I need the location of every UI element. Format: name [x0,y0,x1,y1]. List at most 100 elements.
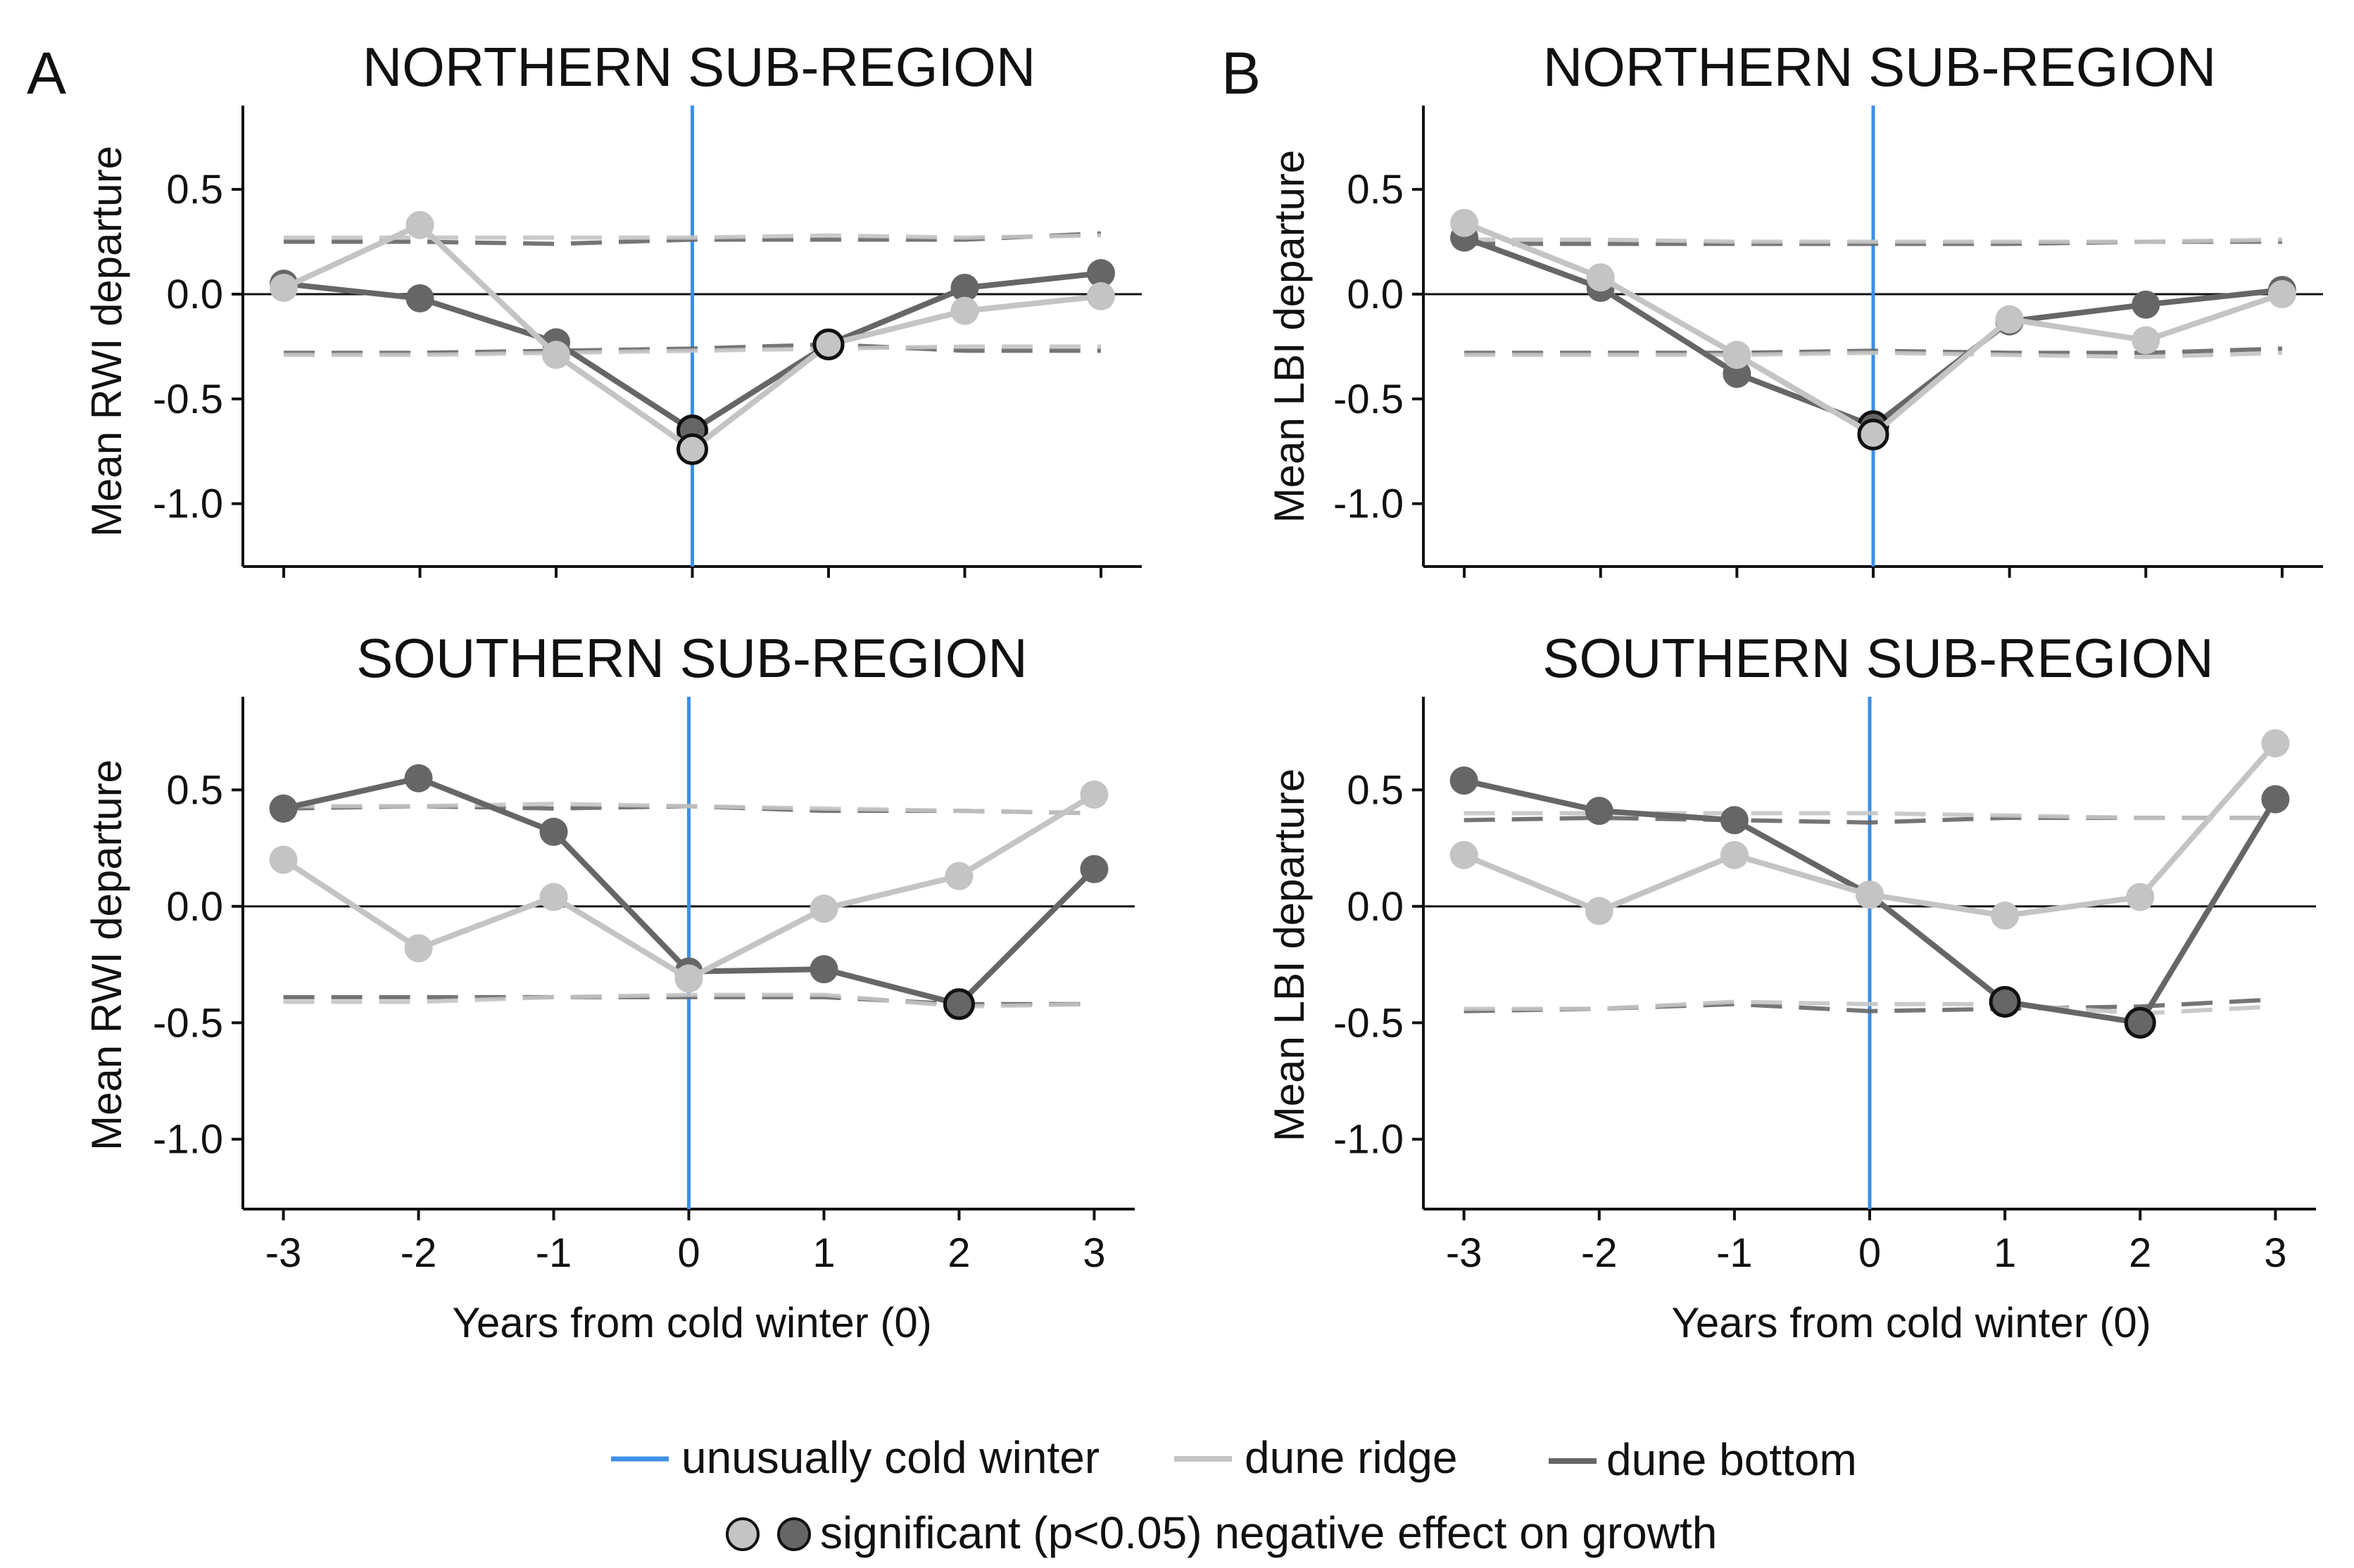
x-tick-label: 3 [2264,1230,2286,1276]
x-tick-label: -3 [265,1230,302,1276]
y-tick-label: 0.5 [166,167,223,213]
dune-ridge-point [1991,902,2020,930]
dune-bottom-point [1585,797,1613,826]
x-tick-label: 1 [812,1230,835,1276]
ridge-threshold-line [284,233,1102,240]
y-tick-label: -1.0 [1333,1117,1404,1163]
panel-title-b-southern: SOUTHERN SUB-REGION [1542,627,2213,689]
ridge-threshold-line [283,802,1095,816]
x-tick-label: 0 [1858,1230,1881,1276]
ridge-threshold-line [1464,237,2282,244]
dune-ridge-point [1449,841,1478,870]
legend-dune-ridge-label: dune ridge [1245,1432,1457,1483]
panel-letter-a: A [27,40,66,106]
x-axis-label-a: Years from cold winter (0) [452,1299,931,1346]
dune-ridge-point [2132,326,2160,355]
dune-ridge-point [269,845,298,874]
dune-bottom-point [405,284,434,312]
dune-ridge-point [539,883,568,911]
x-axis-label-b: Years from cold winter (0) [1671,1299,2151,1346]
y-tick-label: -0.5 [1333,1000,1404,1046]
dune-ridge-point [950,296,979,325]
dune-ridge-point [270,274,298,303]
x-tick-label: 2 [2129,1230,2151,1276]
dune-ridge-point-significant [1857,418,1889,450]
bottom-threshold-line [1464,997,2276,1013]
ridge-threshold-line [1464,811,2276,821]
dune-bottom-point [404,764,433,792]
x-tick-label: -3 [1446,1230,1483,1276]
dune-ridge-point-significant [676,433,708,465]
y-tick-label: -1.0 [153,481,223,527]
x-tick-label: -1 [1716,1230,1753,1276]
y-tick-label: -1.0 [1333,481,1404,527]
x-tick-label: 2 [948,1230,970,1276]
dune-ridge-point [1080,780,1109,809]
x-tick-label: 3 [1083,1230,1105,1276]
y-tick-label: 0.5 [166,767,223,813]
dune-ridge-point [1723,341,1751,369]
dune-bottom-point [269,794,298,823]
x-tick-label: -2 [1581,1230,1618,1276]
dune-bottom-point [1720,806,1749,835]
dune-bottom-point-significant [2124,1006,2156,1039]
y-axis-label-b-northern: Mean LBI departure [1266,150,1313,523]
plot-panel-b-southern: -1.0 -0.5 0.0 0.5 -3 -2 -1 0 1 2 3 [1333,697,2316,1276]
dune-bottom-point [1449,766,1478,795]
dune-bottom-point-significant [943,988,975,1020]
dune-ridge-point [1086,282,1115,310]
dune-bottom-point [2132,290,2160,319]
dune-bottom-point [950,274,979,303]
dune-ridge-point [945,861,974,890]
y-tick-label: 0.5 [1347,767,1404,813]
dune-bottom-point [2261,785,2290,814]
y-tick-label: 0.0 [1347,272,1404,317]
legend-cold-winter-label: unusually cold winter [681,1432,1100,1483]
dune-ridge-point [1585,897,1613,925]
y-tick-label: 0.0 [166,272,223,317]
y-tick-label: -0.5 [153,377,223,422]
x-tick-label: -1 [536,1230,572,1276]
dune-ridge-point [1450,208,1479,237]
legend-dune-bottom-label: dune bottom [1606,1434,1857,1485]
y-tick-label: -0.5 [1333,377,1404,422]
y-tick-label: -0.5 [153,1000,223,1046]
y-tick-label: -1.0 [153,1117,223,1163]
panel-title-a-northern: NORTHERN SUB-REGION [363,36,1036,98]
x-tick-label: -2 [401,1230,437,1276]
dune-bottom-point [1080,854,1109,883]
panel-letter-b: B [1221,40,1261,106]
y-axis-label-a-southern: Mean RWI departure [83,759,130,1151]
dune-ridge-point [2267,279,2296,308]
dune-bottom-point [810,955,838,984]
y-tick-label: 0.5 [1347,167,1404,213]
dune-ridge-point [810,894,838,923]
y-tick-label: 0.0 [1347,884,1404,930]
plot-panel-b-northern: -1.0 -0.5 0.0 0.5 [1333,106,2323,578]
legend-significant-ridge-marker [726,1517,760,1551]
dune-ridge-point [2261,729,2290,758]
plot-panel-a-northern: -1.0 -0.5 0.0 0.5 [153,106,1142,578]
y-axis-label-a-northern: Mean RWI departure [83,146,130,537]
panel-title-a-southern: SOUTHERN SUB-REGION [356,627,1027,689]
legend-significant-bottom-marker [777,1517,811,1551]
legend: unusually cold winter dune ridge dune bo… [611,1432,1857,1558]
dune-bottom-point [1086,259,1115,288]
dune-bottom-point-significant [1989,985,2021,1018]
dune-ridge-point [2126,883,2155,911]
dune-ridge-point [1586,263,1615,292]
dune-ridge-point [405,210,434,239]
plot-panel-a-southern: -1.0 -0.5 0.0 0.5 -3 -2 -1 0 1 2 3 [153,697,1135,1276]
ridge-threshold-line [284,344,1101,358]
x-tick-label: 0 [677,1230,700,1276]
dune-ridge-point [542,341,571,369]
y-tick-label: 0.0 [166,884,223,930]
panel-title-b-northern: NORTHERN SUB-REGION [1543,36,2216,98]
legend-significant-label: significant (p<0.05) negative effect on … [820,1507,1717,1558]
x-tick-label: 1 [1994,1230,2016,1276]
dune-bottom-point [539,817,568,846]
ridge-threshold-line [1464,350,2283,360]
dune-ridge-point [404,934,433,963]
dune-ridge-point [1720,841,1749,870]
